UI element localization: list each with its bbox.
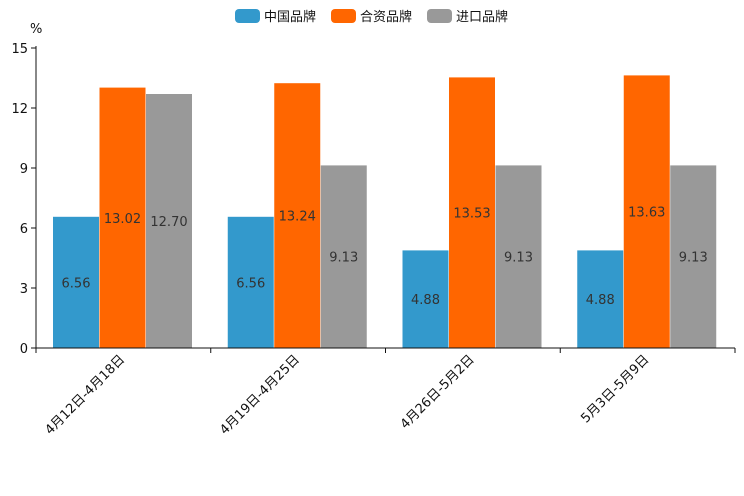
bar-2-4 [623, 75, 670, 349]
y-tick-label-6: 6 [20, 222, 28, 237]
bar-label-1-1: 6.56 [62, 276, 91, 291]
y-tick-label-12: 12 [11, 102, 28, 117]
bar-label-3-2: 9.13 [329, 251, 358, 266]
legend-swatch-1 [235, 9, 260, 23]
legend: 中国品牌 合资品牌 进口品牌 [235, 9, 508, 25]
bar-label-1-2: 6.56 [236, 276, 265, 291]
bar-label-1-3: 4.88 [411, 293, 440, 308]
x-axis: 4月12日-4月18日 4月19日-4月25日 4月26日-5月2日 5月3日-5月9… [35, 347, 736, 438]
bar-1-1 [53, 216, 99, 348]
bar-3-1 [146, 94, 192, 348]
x-tick-label-3: 4月26日-5月2日 [398, 352, 478, 432]
bars [53, 75, 717, 349]
bar-2-1 [99, 87, 146, 348]
bar-label-3-4: 9.13 [679, 251, 708, 266]
y-axis: 0 3 6 9 12 15 [11, 42, 37, 357]
bar-label-2-1: 13.02 [104, 212, 141, 227]
legend-label-3: 进口品牌 [456, 9, 508, 25]
bar-1-2 [227, 216, 274, 348]
y-tick-label-9: 9 [20, 162, 28, 177]
bar-3-4 [670, 165, 717, 348]
bar-3-3 [495, 165, 542, 348]
bar-label-3-1: 12.70 [150, 215, 187, 230]
legend-swatch-2 [331, 9, 356, 23]
bar-labels: 6.56 13.02 12.70 6.56 13.24 9.13 4.88 13.53 9.13… [62, 206, 708, 309]
y-tick-label-0: 0 [20, 342, 28, 357]
x-tick-label-4: 5月3日-5月9日 [578, 352, 652, 426]
bar-3-2 [320, 165, 367, 348]
bar-label-2-2: 13.24 [279, 210, 316, 225]
bar-label-1-4: 4.88 [586, 293, 615, 308]
bar-2-3 [449, 77, 495, 349]
bar-label-2-4: 13.63 [628, 206, 665, 221]
y-axis-unit-label: % [30, 22, 42, 37]
y-tick-label-15: 15 [11, 42, 28, 57]
bar-1-3 [402, 250, 449, 348]
bar-2-2 [274, 83, 321, 348]
bar-1-4 [577, 250, 624, 348]
legend-label-1: 中国品牌 [264, 9, 316, 25]
legend-swatch-3 [427, 9, 452, 23]
x-tick-label-1: 4月12日-4月18日 [42, 352, 128, 438]
bar-label-2-3: 13.53 [453, 207, 490, 222]
x-tick-label-2: 4月19日-4月25日 [217, 352, 303, 438]
y-tick-label-3: 3 [20, 282, 28, 297]
legend-label-2: 合资品牌 [360, 9, 412, 25]
bar-label-3-3: 9.13 [504, 251, 533, 266]
